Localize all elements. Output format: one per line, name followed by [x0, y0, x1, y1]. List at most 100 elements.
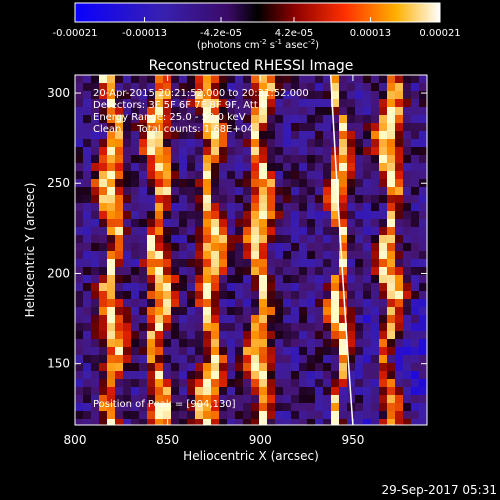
heatmap-cell	[91, 371, 99, 379]
heatmap-cell	[307, 139, 315, 147]
heatmap-cell	[219, 259, 227, 267]
heatmap-cell	[91, 163, 99, 171]
heatmap-cell	[395, 243, 403, 251]
heatmap-cell	[123, 275, 131, 283]
heatmap-cell	[339, 347, 347, 355]
heatmap-cell	[355, 339, 363, 347]
heatmap-cell	[291, 187, 299, 195]
heatmap-cell	[323, 187, 331, 195]
heatmap-cell	[75, 251, 83, 259]
heatmap-cell	[211, 187, 219, 195]
heatmap-cell	[91, 203, 99, 211]
heatmap-cell	[171, 371, 179, 379]
heatmap-cell	[99, 347, 107, 355]
heatmap-cell	[395, 107, 403, 115]
heatmap-cell	[411, 307, 419, 315]
heatmap-cell	[163, 131, 171, 139]
heatmap-cell	[331, 387, 339, 395]
heatmap-cell	[107, 411, 115, 419]
heatmap-cell	[275, 379, 283, 387]
heatmap-cell	[123, 115, 131, 123]
heatmap-cell	[355, 139, 363, 147]
heatmap-cell	[411, 107, 419, 115]
heatmap-cell	[91, 307, 99, 315]
heatmap-cell	[163, 315, 171, 323]
heatmap-cell	[107, 211, 115, 219]
heatmap-cell	[323, 403, 331, 411]
heatmap-cell	[323, 275, 331, 283]
heatmap-cell	[131, 403, 139, 411]
heatmap-cell	[139, 379, 147, 387]
heatmap-cell	[307, 235, 315, 243]
heatmap-cell	[99, 291, 107, 299]
heatmap-cell	[179, 323, 187, 331]
heatmap-cell	[379, 163, 387, 171]
heatmap-cell	[235, 355, 243, 363]
heatmap-cell	[187, 171, 195, 179]
heatmap-cell	[83, 387, 91, 395]
heatmap-cell	[91, 115, 99, 123]
heatmap-cell	[363, 387, 371, 395]
heatmap-cell	[299, 403, 307, 411]
heatmap-cell	[275, 211, 283, 219]
heatmap-cell	[83, 147, 91, 155]
heatmap-cell	[299, 235, 307, 243]
heatmap-cell	[171, 155, 179, 163]
heatmap-cell	[131, 259, 139, 267]
heatmap-cell	[323, 227, 331, 235]
heatmap-cell	[387, 131, 395, 139]
heatmap-cell	[131, 395, 139, 403]
heatmap-cell	[91, 355, 99, 363]
heatmap-cell	[251, 323, 259, 331]
heatmap-cell	[123, 355, 131, 363]
heatmap-cell	[163, 251, 171, 259]
heatmap-cell	[299, 251, 307, 259]
heatmap-cell	[195, 331, 203, 339]
heatmap-cell	[363, 131, 371, 139]
heatmap-cell	[123, 99, 131, 107]
heatmap-cell	[411, 371, 419, 379]
heatmap-cell	[371, 307, 379, 315]
heatmap-cell	[251, 139, 259, 147]
heatmap-cell	[211, 147, 219, 155]
heatmap-cell	[267, 187, 275, 195]
heatmap-cell	[235, 91, 243, 99]
heatmap-cell	[411, 99, 419, 107]
heatmap-cell	[347, 371, 355, 379]
heatmap-cell	[387, 123, 395, 131]
heatmap-cell	[307, 115, 315, 123]
heatmap-cell	[99, 187, 107, 195]
heatmap-cell	[411, 171, 419, 179]
heatmap-cell	[419, 211, 427, 219]
heatmap-cell	[387, 203, 395, 211]
heatmap-cell	[219, 227, 227, 235]
heatmap-cell	[99, 99, 107, 107]
heatmap-cell	[411, 203, 419, 211]
heatmap-cell	[291, 323, 299, 331]
heatmap-cell	[363, 347, 371, 355]
heatmap-cell	[307, 99, 315, 107]
heatmap-cell	[147, 163, 155, 171]
heatmap-cell	[379, 171, 387, 179]
heatmap-cell	[235, 155, 243, 163]
heatmap-cell	[387, 371, 395, 379]
heatmap-cell	[195, 251, 203, 259]
heatmap-cell	[299, 275, 307, 283]
heatmap-cell	[99, 355, 107, 363]
heatmap-cell	[291, 259, 299, 267]
heatmap-cell	[83, 299, 91, 307]
heatmap-cell	[179, 187, 187, 195]
heatmap-cell	[387, 163, 395, 171]
heatmap-cell	[355, 227, 363, 235]
heatmap-cell	[75, 283, 83, 291]
heatmap-cell	[115, 379, 123, 387]
heatmap-cell	[411, 219, 419, 227]
heatmap-cell	[315, 371, 323, 379]
heatmap-cell	[99, 411, 107, 419]
heatmap-cell	[339, 227, 347, 235]
heatmap-cell	[187, 115, 195, 123]
heatmap-cell	[379, 195, 387, 203]
heatmap-cell	[267, 387, 275, 395]
heatmap-cell	[115, 403, 123, 411]
